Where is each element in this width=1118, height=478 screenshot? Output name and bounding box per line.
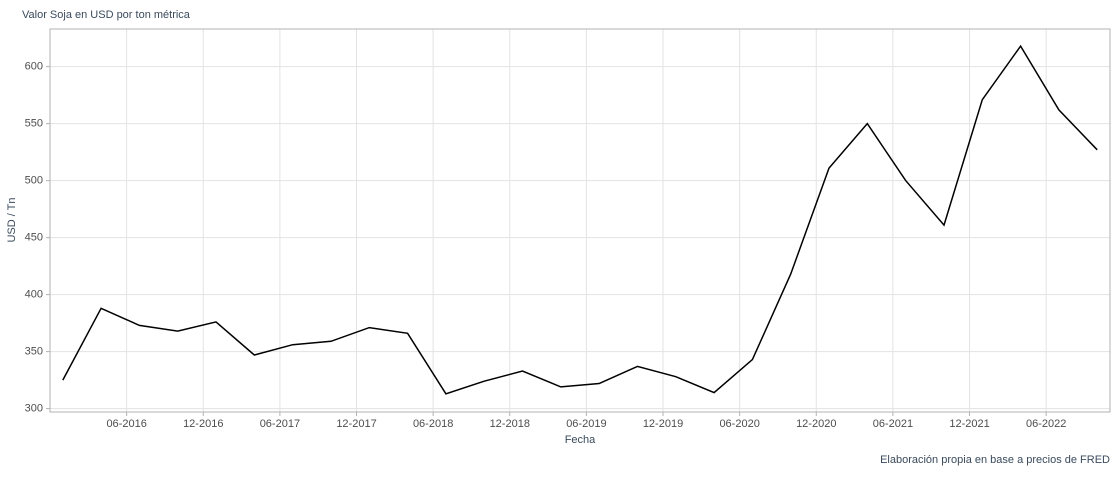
y-tick-label: 400 [25,288,43,300]
x-tick-label: 12-2020 [796,418,836,430]
x-tick-label: 06-2022 [1026,418,1066,430]
panel-border [49,28,1111,413]
y-tick-label: 450 [25,232,43,244]
x-tick-label: 06-2018 [413,418,453,430]
x-axis-title: Fecha [565,434,596,446]
line [62,44,1098,395]
y-tick-label: 500 [25,175,43,187]
x-tick-label: 12-2018 [490,418,530,430]
x-tick-label: 06-2016 [106,418,146,430]
chart-title: Valor Soja en USD por ton métrica [22,9,191,21]
x-tick-label: 06-2019 [566,418,606,430]
x-tick-label: 06-2021 [873,418,913,430]
x-tick-label: 12-2016 [183,418,223,430]
y-axis-title: USD / Tn [6,197,18,242]
y-tick-label: 600 [25,61,43,73]
x-tick-label: 06-2020 [719,418,759,430]
y-tick-label: 550 [25,118,43,130]
caption: Elaboración propia en base a precios de … [880,454,1110,466]
x-tick-label: 12-2021 [949,418,989,430]
x-tick-label: 12-2017 [336,418,376,430]
y-tick-label: 350 [25,345,43,357]
x-tick-label: 06-2017 [260,418,300,430]
x-tick-label: 12-2019 [643,418,683,430]
y-tick-label: 300 [25,402,43,414]
